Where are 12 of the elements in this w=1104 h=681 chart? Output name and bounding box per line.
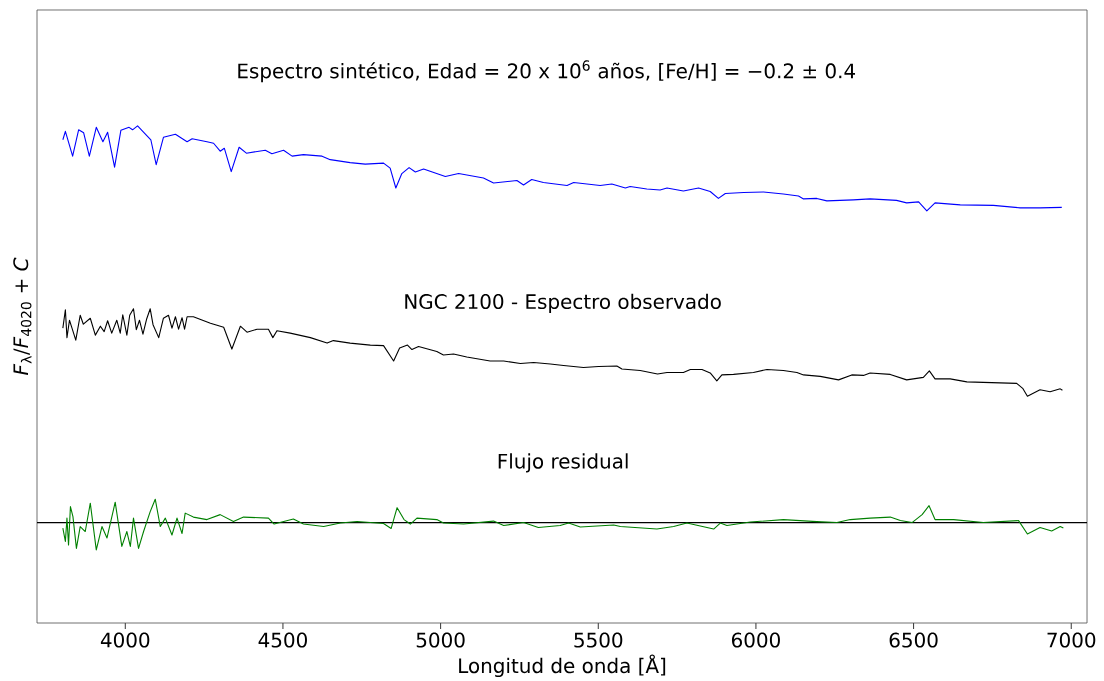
chart-title: Espectro sintético, Edad = 20 x 10$^{6}$ años, [Fe/H] = −0.2 ± 0.4 [238,60,856,83]
x-tick-label: 4000 [100,632,150,648]
y-axis-title: F$_{λ}$/F$_{4020}$ + C [13,257,32,376]
x-tick-label: 6000 [731,632,780,648]
x-tick-label: 5500 [574,632,623,648]
series-label: NGC 2100 - Espectro observado [405,293,721,313]
x-tick-label: 7000 [1047,632,1096,648]
text: Flujo residual [498,453,628,473]
x-tick-label: 6500 [889,632,938,648]
x-tick-label: 5000 [416,632,465,648]
x-axis-title: Longitud de onda [Å] [459,654,666,678]
x-tick-label: 4500 [258,632,307,648]
